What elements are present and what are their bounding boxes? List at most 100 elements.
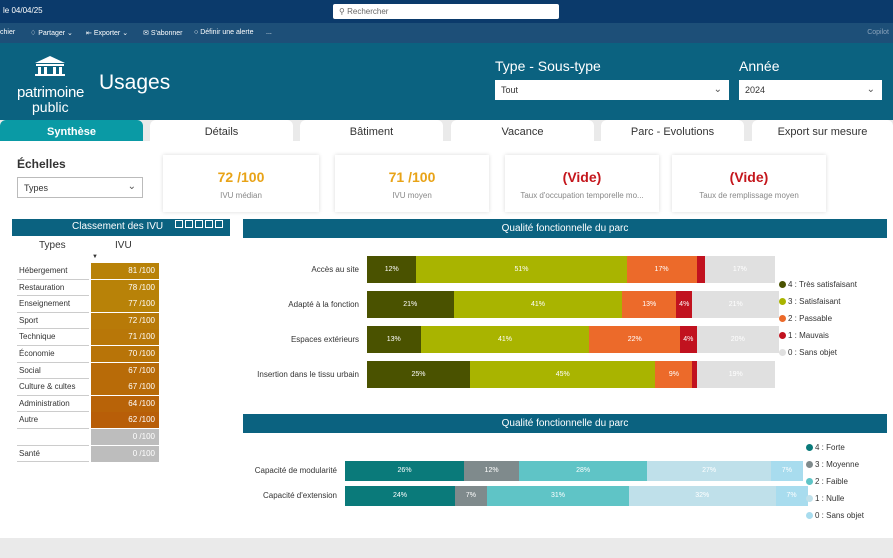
table-row[interactable]: Restauration 78 /100 (17, 279, 162, 297)
table-row[interactable]: Technique 71 /100 (17, 329, 162, 346)
bar-segment[interactable]: 20% (696, 326, 779, 353)
bar-segment[interactable]: 28% (519, 461, 648, 481)
more-button[interactable]: ... (266, 29, 272, 36)
bar-segment[interactable]: 24% (345, 486, 455, 506)
file-menu[interactable]: chier (0, 29, 16, 36)
legend-item[interactable]: 2 : Passable (779, 314, 857, 331)
table-row[interactable]: Autre 62 /100 (17, 412, 162, 429)
stacked-bar[interactable]: 24% 7% 31% 32% 7% (345, 486, 808, 506)
table-row[interactable]: 0 /100 (17, 428, 162, 446)
bar-segment[interactable]: 7% (454, 486, 487, 506)
filter-type-dropdown[interactable]: Tout ⌄ (495, 80, 729, 100)
legend-item[interactable]: 0 : Sans objet (806, 511, 864, 528)
table-row[interactable]: Santé 0 /100 (17, 445, 162, 463)
bar-segment[interactable]: 7% (770, 461, 803, 481)
legend-label: 2 : Passable (788, 314, 833, 323)
table-row[interactable]: Économie 70 /100 (17, 345, 162, 363)
bar-segment[interactable] (692, 361, 697, 388)
legend-item[interactable]: 1 : Nulle (806, 494, 864, 511)
column-header-types[interactable]: Types (39, 240, 66, 251)
stacked-bar[interactable]: 13% 41% 22% 4% 20% (367, 326, 779, 353)
subscribe-icon: ✉ (143, 30, 151, 37)
bar-segment[interactable]: 32% (628, 486, 776, 506)
legend-item[interactable]: 3 : Satisfaisant (779, 297, 857, 314)
table-row[interactable]: Administration 64 /100 (17, 395, 162, 413)
kpi-label: IVU médian (220, 191, 262, 200)
bar-segment[interactable]: 4% (680, 326, 697, 353)
bar-segment[interactable]: 22% (589, 326, 681, 353)
bar-segment[interactable]: 13% (622, 291, 676, 318)
bar-segment[interactable]: 12% (367, 256, 417, 283)
export-button[interactable]: ⇤ Exporter ⌄ (86, 30, 129, 37)
row-ivu-value: 0 /100 (91, 445, 159, 462)
legend-item[interactable]: 4 : Très satisfaisant (779, 280, 857, 297)
legend-item[interactable]: 0 : Sans objet (779, 348, 857, 365)
filter-year-dropdown[interactable]: 2024 ⌄ (739, 80, 882, 100)
bar-segment[interactable]: 12% (464, 461, 520, 481)
bar-segment[interactable]: 19% (696, 361, 775, 388)
tab-synthese[interactable]: Synthèse (0, 120, 143, 141)
legend-dot-icon (806, 478, 813, 485)
bar-segment[interactable]: 45% (470, 361, 656, 388)
legend-dot-icon (806, 461, 813, 468)
legend-item[interactable]: 4 : Forte (806, 443, 864, 460)
row-ivu-value: 77 /100 (91, 296, 159, 313)
legend-item[interactable]: 3 : Moyenne (806, 460, 864, 477)
bar-segment[interactable]: 26% (345, 461, 465, 481)
bar-segment[interactable]: 4% (676, 291, 693, 318)
echelles-dropdown[interactable]: Types ⌄ (17, 177, 143, 198)
bar-segment[interactable]: 25% (367, 361, 470, 388)
category-label: Adapté à la fonction (288, 299, 359, 309)
stacked-bar[interactable]: 25% 45% 9% 19% (367, 361, 779, 388)
kpi-value: (Vide) (562, 169, 602, 185)
stacked-bar[interactable]: 21% 41% 13% 4% 21% (367, 291, 779, 318)
table-row[interactable]: Sport 72 /100 (17, 312, 162, 330)
filter-icon[interactable] (195, 220, 203, 228)
share-button[interactable]: ♢ Partager ⌄ (30, 30, 73, 37)
bar-segment[interactable]: 51% (416, 256, 627, 283)
bar-segment[interactable]: 27% (647, 461, 771, 481)
subscribe-button[interactable]: ✉ S'abonner (143, 30, 183, 37)
action-toolbar: chier ♢ Partager ⌄ ⇤ Exporter ⌄ ✉ S'abon… (0, 23, 893, 43)
alert-button[interactable]: ○ Définir une alerte (194, 29, 254, 36)
legend-item[interactable]: 2 : Faible (806, 477, 864, 494)
focus-icon[interactable] (205, 220, 213, 228)
report-date: le 04/04/25 (3, 6, 43, 15)
bar-segment[interactable]: 17% (704, 256, 775, 283)
category-label: Accès au site (311, 264, 359, 274)
chart-title: Qualité fonctionnelle du parc (243, 414, 887, 433)
bar-segment[interactable]: 9% (655, 361, 693, 388)
column-header-ivu[interactable]: IVU (115, 240, 132, 251)
tab-batiment[interactable]: Bâtiment (300, 120, 443, 141)
logo-text-line1: patrimoine (17, 84, 85, 101)
bar-segment[interactable]: 13% (367, 326, 421, 353)
bar-segment[interactable]: 41% (453, 291, 623, 318)
stacked-bar[interactable]: 26% 12% 28% 27% 7% (345, 461, 803, 481)
bar-segment[interactable] (696, 256, 705, 283)
bar-segment[interactable]: 21% (367, 291, 454, 318)
search-input[interactable]: ⚲ Rechercher (333, 4, 559, 19)
bar-segment[interactable]: 31% (486, 486, 629, 506)
bar-segment[interactable]: 41% (420, 326, 590, 353)
copilot-button[interactable]: Copilot (867, 29, 889, 36)
copy-icon[interactable] (185, 220, 193, 228)
kpi-card-ivu-moyen: 71 /100 IVU moyen (335, 155, 489, 212)
table-row[interactable]: Enseignement 77 /100 (17, 296, 162, 313)
table-row[interactable]: Culture & cultes 67 /100 (17, 379, 162, 396)
legend-item[interactable]: 1 : Mauvais (779, 331, 857, 348)
row-ivu-value: 0 /100 (91, 428, 159, 445)
bar-segment[interactable]: 17% (626, 256, 697, 283)
stacked-bar[interactable]: 12% 51% 17% 17% (367, 256, 779, 283)
tab-vacance[interactable]: Vacance (451, 120, 594, 141)
tab-parc-evolutions[interactable]: Parc - Evolutions (601, 120, 744, 141)
tab-export[interactable]: Export sur mesure (752, 120, 893, 141)
report-header: patrimoine public Usages Type - Sous-typ… (0, 43, 893, 120)
more-options-icon[interactable] (215, 220, 223, 228)
row-ivu-value: 67 /100 (91, 379, 159, 396)
table-row[interactable]: Hébergement 81 /100 (17, 263, 162, 280)
pin-icon[interactable] (175, 220, 183, 228)
tab-details[interactable]: Détails (150, 120, 293, 141)
bar-segment[interactable]: 7% (775, 486, 808, 506)
bar-segment[interactable]: 21% (692, 291, 779, 318)
table-row[interactable]: Social 67 /100 (17, 362, 162, 380)
